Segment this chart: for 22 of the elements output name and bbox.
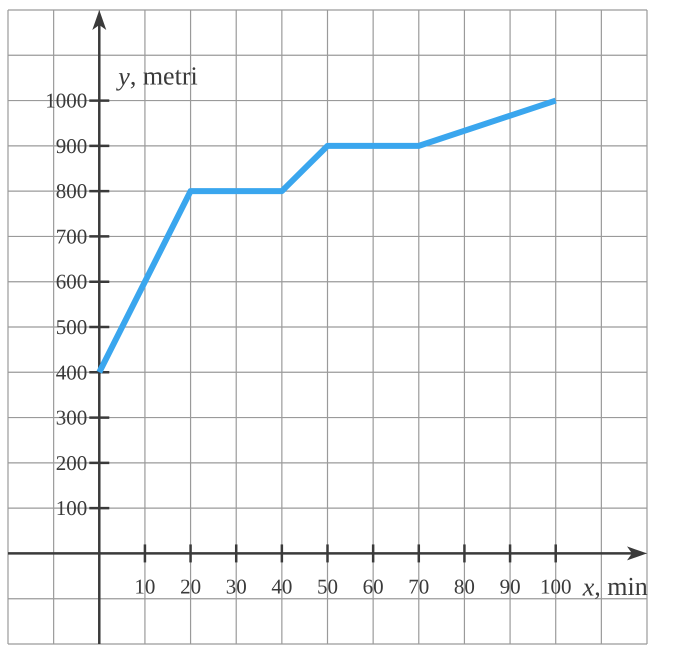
x-tick-label: 70 — [408, 574, 430, 598]
y-tick-label: 700 — [56, 224, 88, 248]
y-tick-label: 100 — [56, 496, 88, 520]
x-tick-label: 30 — [226, 574, 247, 598]
x-tick-label: 40 — [271, 574, 292, 598]
y-axis-title: y, metri — [115, 62, 198, 90]
y-tick-label: 300 — [56, 406, 88, 430]
x-tick-label: 60 — [362, 574, 384, 598]
y-tick-label: 900 — [56, 134, 88, 158]
x-axis-title: x, min — [582, 572, 648, 601]
y-tick-label: 1000 — [45, 88, 88, 113]
x-tick-label: 90 — [500, 574, 521, 598]
y-tick-label: 800 — [56, 179, 88, 204]
x-tick-label: 80 — [454, 574, 475, 598]
x-tick-label: 20 — [180, 574, 202, 598]
x-tick-label: 10 — [134, 574, 156, 598]
y-tick-label: 500 — [56, 315, 88, 339]
x-tick-label: 100 — [540, 574, 572, 598]
x-tick-label: 50 — [317, 574, 338, 598]
y-tick-label: 400 — [56, 360, 88, 384]
y-tick-label: 200 — [56, 450, 88, 475]
y-tick-label: 600 — [56, 270, 88, 294]
